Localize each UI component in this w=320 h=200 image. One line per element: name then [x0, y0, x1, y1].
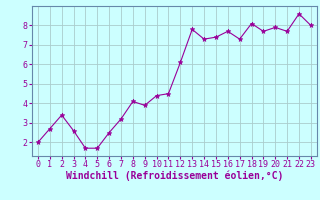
X-axis label: Windchill (Refroidissement éolien,°C): Windchill (Refroidissement éolien,°C)	[66, 171, 283, 181]
